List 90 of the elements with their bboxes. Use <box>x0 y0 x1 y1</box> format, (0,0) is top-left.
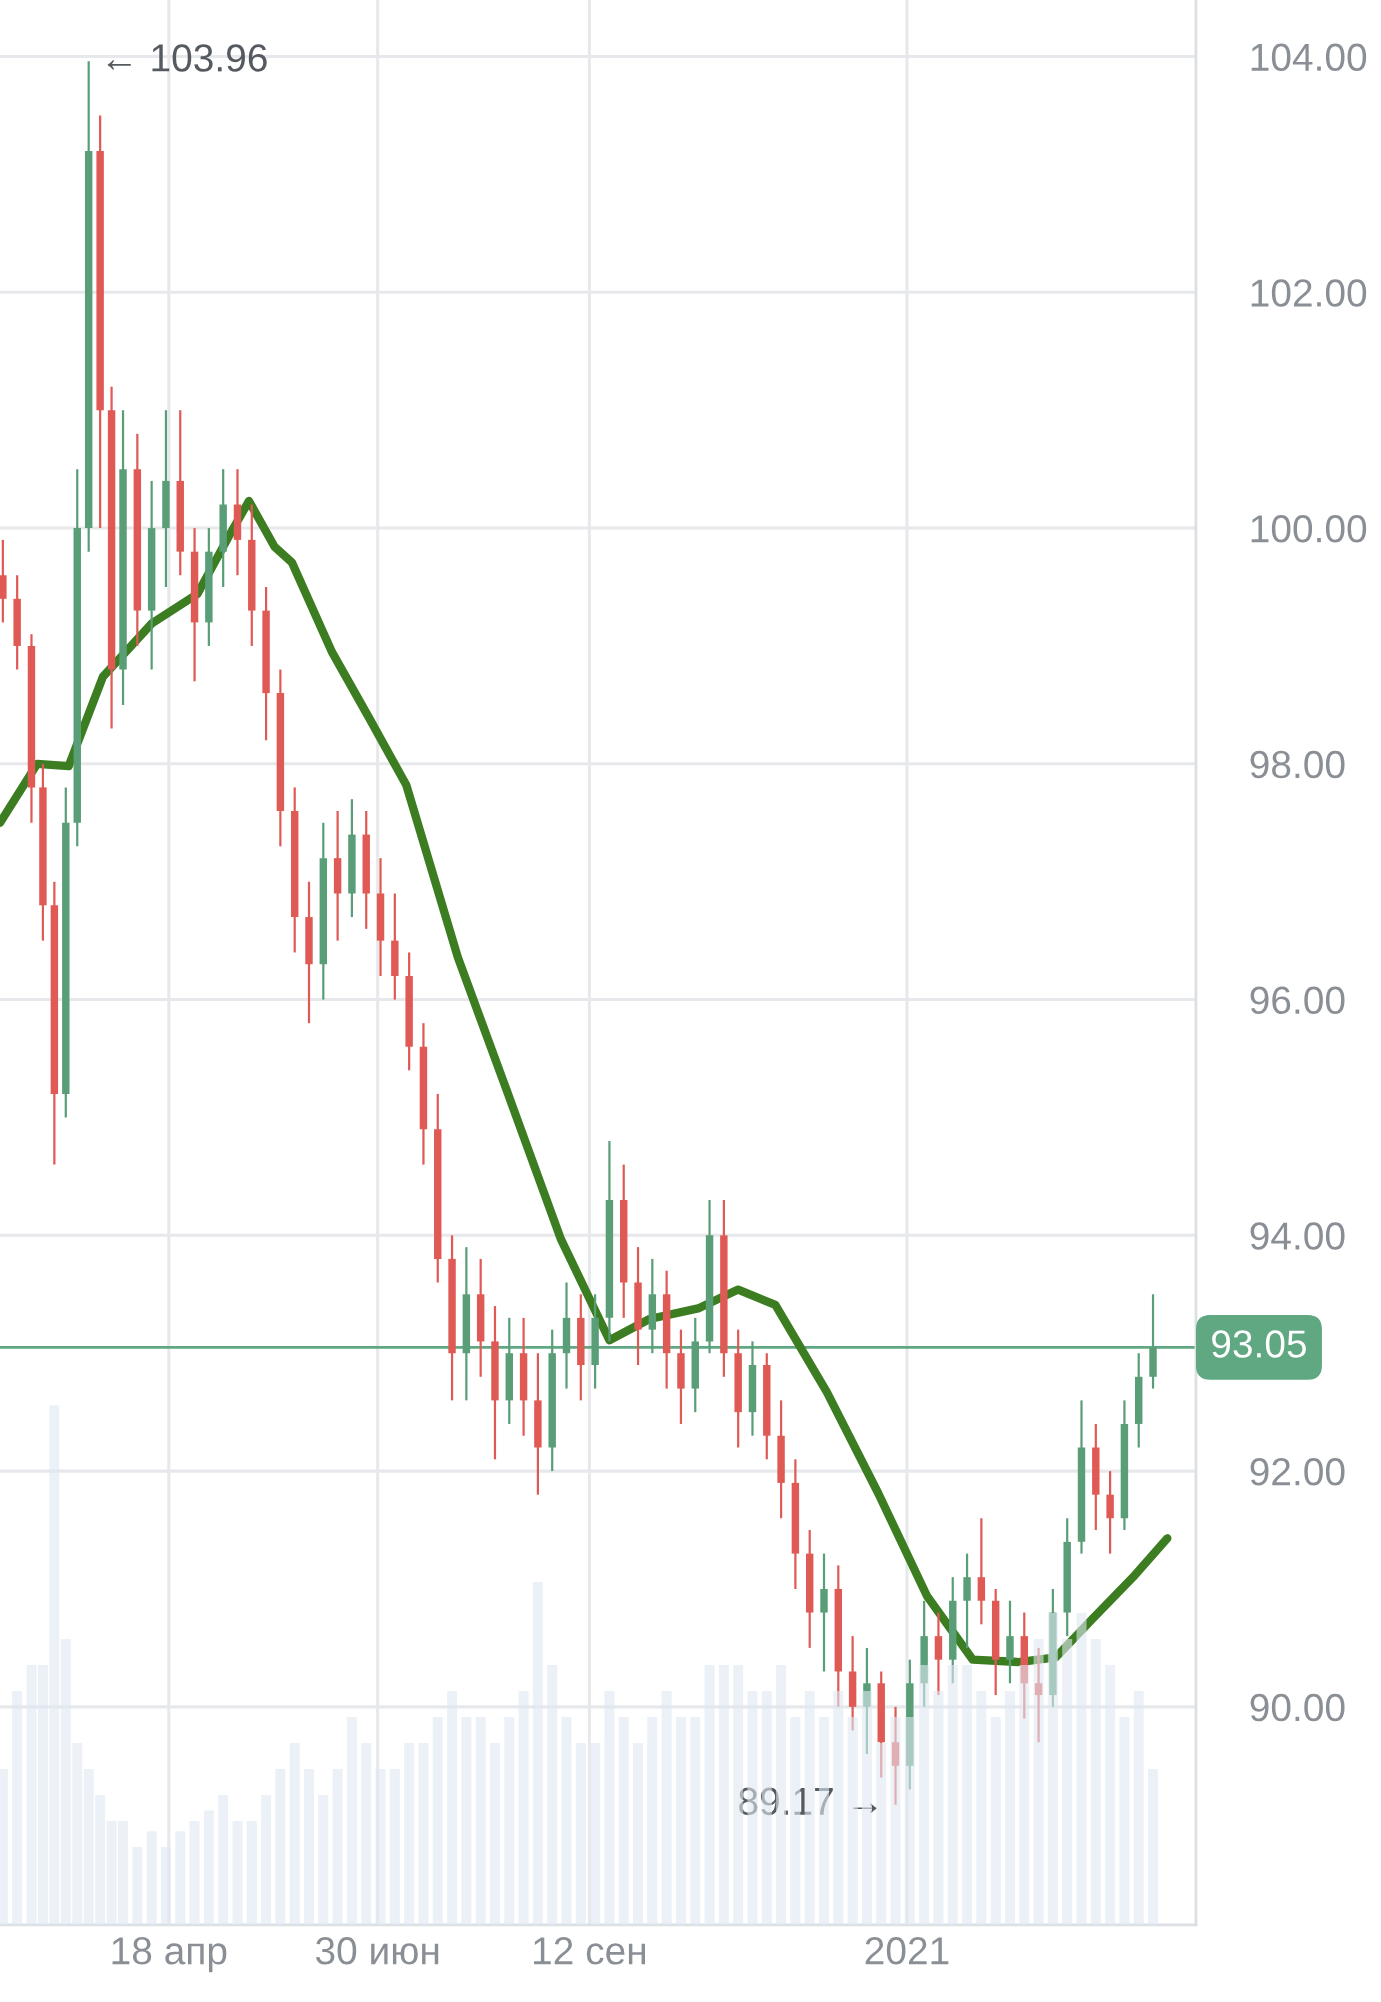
x-tick-label: 2021 <box>865 1937 949 1965</box>
bar <box>1047 1613 1058 1925</box>
y-tick-label: 100.00 <box>1251 515 1367 543</box>
y-tick-label: 90.00 <box>1250 1693 1345 1722</box>
bar <box>647 1717 658 1925</box>
bar <box>49 1405 60 1925</box>
bar <box>232 1820 243 1925</box>
annotation: 89.17 → <box>739 1787 877 1816</box>
bar <box>132 1846 143 1925</box>
bar <box>1062 1639 1073 1925</box>
bar <box>990 1717 1001 1925</box>
bar <box>947 1665 958 1925</box>
y-tick-label: 92.00 <box>1250 1458 1345 1486</box>
bar <box>12 1691 23 1925</box>
bar <box>289 1743 300 1925</box>
ref-line-label: 93.05 <box>1212 1330 1306 1358</box>
candlestick <box>1106 1469 1114 1555</box>
bar <box>37 1665 48 1925</box>
bar <box>561 1717 572 1925</box>
bar <box>146 1831 157 1925</box>
x-tick-label: 30 июн <box>315 1937 439 1965</box>
bar <box>1076 1613 1087 1925</box>
bar <box>83 1769 94 1925</box>
bar <box>604 1691 615 1925</box>
bar <box>203 1810 214 1925</box>
candlestick <box>1006 1599 1014 1685</box>
bar <box>218 1794 229 1925</box>
bar <box>118 1820 129 1925</box>
bar <box>962 1665 973 1925</box>
bar <box>704 1665 715 1925</box>
bar <box>389 1769 400 1925</box>
bar <box>933 1691 944 1925</box>
y-tick-label: 94.00 <box>1250 1222 1345 1250</box>
bar <box>418 1743 429 1925</box>
bar <box>675 1717 686 1925</box>
candlestick <box>0 538 7 624</box>
bar <box>175 1831 186 1925</box>
bar <box>160 1846 171 1925</box>
bar <box>1105 1665 1116 1925</box>
bar <box>375 1769 386 1925</box>
y-tick-label: 96.00 <box>1250 986 1345 1015</box>
bar <box>475 1717 486 1925</box>
y-tick-label: 102.00 <box>1251 279 1367 307</box>
bar <box>1119 1717 1130 1925</box>
bar <box>1148 1769 1159 1925</box>
x-tick-label: 18 апр <box>112 1937 227 1973</box>
bar <box>504 1717 515 1925</box>
bar <box>261 1794 272 1925</box>
bar <box>404 1743 415 1925</box>
bar <box>26 1665 37 1925</box>
bar <box>718 1665 729 1925</box>
bar <box>461 1717 472 1925</box>
bar <box>318 1794 329 1925</box>
bar <box>1004 1691 1015 1925</box>
bar <box>489 1743 500 1925</box>
bar <box>361 1743 372 1925</box>
bar <box>106 1820 117 1925</box>
bar <box>976 1691 987 1925</box>
bar <box>60 1639 71 1925</box>
bar <box>618 1717 629 1925</box>
bar <box>532 1581 543 1925</box>
candlestick <box>820 1552 828 1673</box>
bar <box>633 1743 644 1925</box>
bar <box>890 1717 901 1925</box>
bar <box>346 1717 357 1925</box>
bar <box>833 1691 844 1925</box>
candlestick <box>977 1517 986 1626</box>
bar <box>518 1691 529 1925</box>
bar <box>332 1769 343 1925</box>
bar <box>1090 1639 1101 1925</box>
y-tick-label: 98.00 <box>1250 750 1345 779</box>
y-tick-label: 104.00 <box>1251 43 1367 72</box>
bar <box>690 1717 701 1925</box>
x-tick-label: 12 сен <box>534 1937 646 1965</box>
bar <box>575 1743 586 1925</box>
bar <box>95 1794 106 1925</box>
bar <box>447 1691 458 1925</box>
bar <box>590 1743 601 1925</box>
annotation: ← 103.96 <box>107 44 267 72</box>
bar <box>246 1820 257 1925</box>
bar <box>275 1769 286 1925</box>
bar <box>1033 1639 1044 1925</box>
bar <box>432 1717 443 1925</box>
bar <box>547 1665 558 1925</box>
candlestick <box>963 1552 971 1650</box>
bar <box>189 1820 200 1925</box>
bar <box>1133 1691 1144 1925</box>
bar <box>303 1769 315 1925</box>
bar <box>661 1691 672 1925</box>
bar <box>72 1743 83 1925</box>
